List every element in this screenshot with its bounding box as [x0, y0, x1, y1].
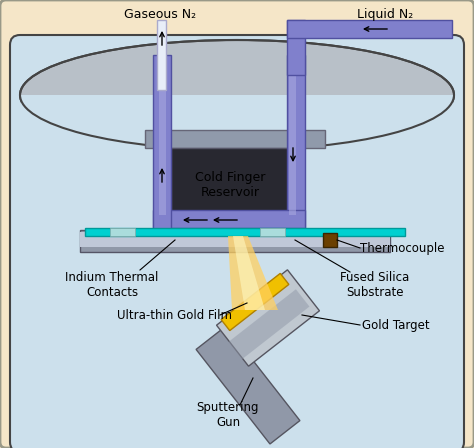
Bar [323, 233, 337, 247]
Text: Fused Silica
Substrate: Fused Silica Substrate [340, 271, 410, 299]
Ellipse shape [20, 40, 454, 150]
Text: Cold Finger
Reservoir: Cold Finger Reservoir [195, 171, 265, 199]
Bar [287, 20, 305, 75]
Polygon shape [233, 236, 265, 310]
Bar [289, 55, 296, 215]
Bar [145, 130, 325, 148]
Bar [80, 230, 390, 252]
Polygon shape [228, 236, 278, 310]
Text: Liquid N₂: Liquid N₂ [357, 8, 413, 21]
Text: Sputtering
Gun: Sputtering Gun [197, 401, 259, 429]
Bar [80, 232, 390, 247]
Text: Indium Thermal
Contacts: Indium Thermal Contacts [65, 271, 159, 299]
Bar [171, 148, 290, 230]
Bar [153, 210, 305, 228]
Bar [287, 55, 305, 230]
Bar [21, 95, 453, 441]
Text: Thermocouple: Thermocouple [360, 241, 445, 254]
Polygon shape [227, 289, 310, 361]
Polygon shape [221, 273, 289, 331]
Bar [260, 228, 285, 236]
FancyBboxPatch shape [10, 35, 464, 448]
Bar [287, 20, 452, 38]
Text: Gaseous N₂: Gaseous N₂ [124, 8, 196, 21]
Polygon shape [217, 270, 319, 366]
Bar [153, 55, 171, 230]
Polygon shape [196, 326, 300, 444]
Bar [157, 20, 166, 90]
Bar [85, 228, 405, 236]
Text: Gold Target: Gold Target [362, 319, 429, 332]
Bar [110, 228, 135, 236]
Bar [159, 55, 166, 215]
Text: Ultra-thin Gold Film: Ultra-thin Gold Film [118, 309, 233, 322]
